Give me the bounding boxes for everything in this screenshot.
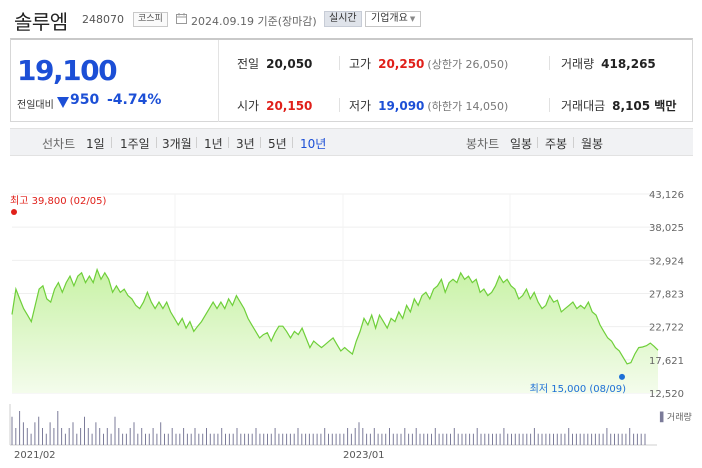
prev-close-label: 전일 — [237, 57, 260, 71]
down-arrow-icon — [57, 97, 69, 108]
divider — [339, 98, 340, 112]
volume-value: 418,265 — [601, 57, 656, 71]
x-tick-label: 2023/01 — [343, 450, 385, 461]
high-value: 20,250 — [378, 57, 425, 71]
high-cell: 고가 20,250 (상한가 26,050) — [349, 55, 508, 72]
price-line — [11, 267, 659, 365]
y-tick-label: 27,823 — [649, 290, 684, 301]
change-label: 전일대비 — [17, 100, 54, 111]
current-price: 19,100 — [17, 54, 118, 87]
company-info-label: 기업개요 — [371, 13, 408, 24]
market-badge: 코스피 — [133, 12, 168, 27]
low-cell: 저가 19,090 (하한가 14,050) — [349, 97, 508, 114]
stock-code: 248070 — [82, 13, 124, 26]
y-tick-label: 43,126 — [649, 190, 684, 201]
y-tick-label: 22,722 — [649, 323, 684, 334]
divider — [549, 56, 550, 70]
divider — [537, 137, 538, 148]
y-tick-label: 17,621 — [649, 356, 684, 367]
max-price-label: 최고 39,800 (02/05) — [10, 195, 106, 207]
amount-label: 거래대금 — [561, 99, 606, 113]
open-cell: 시가 20,150 — [237, 97, 312, 114]
divider — [260, 137, 261, 148]
prev-close-cell: 전일 20,050 — [237, 55, 312, 72]
divider — [339, 56, 340, 70]
company-info-dropdown[interactable]: 기업개요 ▼ — [365, 11, 422, 27]
period-1y[interactable]: 1년 — [204, 137, 223, 151]
divider — [156, 137, 157, 148]
upper-limit: (상한가 26,050) — [427, 58, 509, 71]
price-change: 950 — [70, 92, 100, 108]
volume-label: 거래량 — [561, 57, 595, 71]
price-chart[interactable]: 43,126 38,025 32,924 27,823 22,722 17,621 12,5… — [0, 180, 702, 402]
candle-chart-header: 봉차트 — [466, 137, 500, 151]
period-1d[interactable]: 1일 — [86, 137, 105, 151]
y-tick-label: 38,025 — [649, 223, 684, 234]
x-tick-label: 2021/02 — [14, 450, 56, 461]
open-label: 시가 — [237, 99, 260, 113]
line-chart-header: 선차트 — [42, 137, 76, 151]
volume-legend-label: 거래량 — [666, 413, 692, 423]
divider — [228, 137, 229, 148]
period-5y[interactable]: 5년 — [268, 137, 287, 151]
y-tick-label: 32,924 — [649, 256, 684, 267]
stock-name: 솔루엠 — [14, 10, 68, 34]
prev-close-value: 20,050 — [266, 57, 313, 71]
price-change-percent: -4.74% — [107, 92, 162, 108]
min-price-dot — [619, 373, 625, 380]
high-label: 고가 — [349, 57, 372, 71]
low-value: 19,090 — [378, 99, 425, 113]
divider — [573, 137, 574, 148]
divider — [549, 98, 550, 112]
y-tick-label: 12,520 — [649, 389, 684, 400]
low-label: 저가 — [349, 99, 372, 113]
candle-monthly[interactable]: 월봉 — [581, 137, 604, 151]
candle-weekly[interactable]: 주봉 — [545, 137, 568, 151]
max-price-dot — [11, 209, 17, 215]
quote-panel: 19,100 전일대비 950 -4.74% 전일 20,050 고가 20,250… — [10, 38, 693, 122]
lower-limit: (하한가 14,050) — [427, 100, 509, 113]
volume-cell: 거래량 418,265 — [561, 55, 656, 72]
divider — [292, 137, 293, 148]
price-area-fill — [12, 269, 658, 393]
period-1w[interactable]: 1주일 — [120, 137, 150, 151]
candle-daily[interactable]: 일봉 — [510, 137, 533, 151]
chevron-down-icon: ▼ — [409, 15, 416, 23]
min-price-label: 최저 15,000 (08/09) — [530, 383, 626, 395]
realtime-button[interactable]: 실시간 — [324, 11, 362, 27]
divider — [111, 137, 112, 148]
amount-value: 8,105 백만 — [612, 99, 677, 113]
quote-date: 2024.09.19 기준(장마감) — [191, 15, 317, 28]
price-summary: 19,100 전일대비 950 -4.74% — [11, 40, 219, 122]
period-3m[interactable]: 3개월 — [162, 137, 192, 151]
divider — [196, 137, 197, 148]
volume-legend: ▌거래량 — [660, 413, 692, 423]
volume-chart[interactable] — [0, 404, 702, 448]
period-10y[interactable]: 10년 — [300, 137, 327, 151]
period-3y[interactable]: 3년 — [236, 137, 255, 151]
calendar-icon — [176, 13, 187, 24]
stock-header: 솔루엠 248070 코스피 2024.09.19 기준(장마감) 실시간 기업… — [0, 0, 702, 36]
period-toolbar: 선차트 1일 1주일 3개월 1년 3년 5년 10년 봉차트 일봉 주봉 월봉 — [10, 128, 693, 156]
open-value: 20,150 — [266, 99, 313, 113]
amount-cell: 거래대금 8,105 백만 — [561, 97, 676, 114]
